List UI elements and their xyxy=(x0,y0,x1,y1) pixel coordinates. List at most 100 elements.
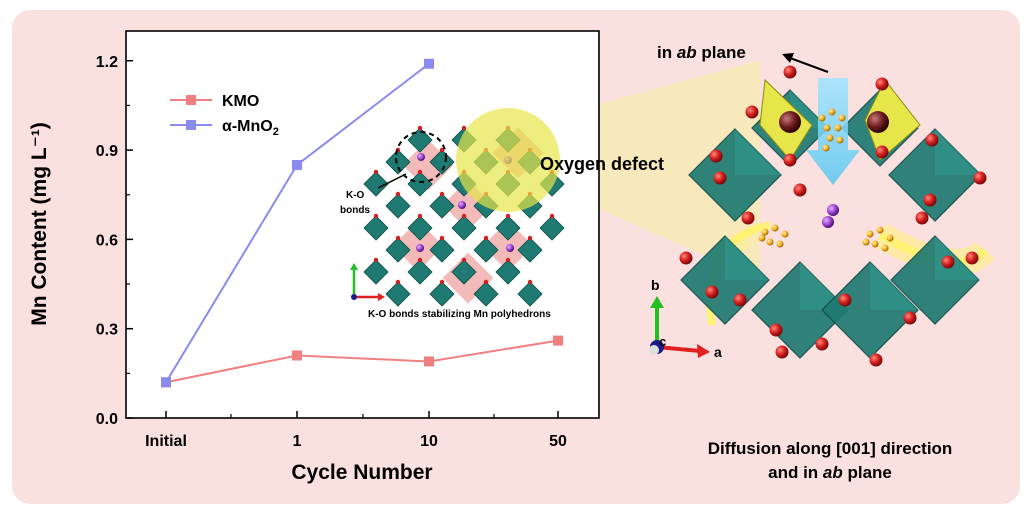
oxygen-atom xyxy=(417,213,423,219)
oxygen-atom xyxy=(713,171,727,185)
potassium-atom xyxy=(417,153,425,161)
plot-area xyxy=(125,30,600,419)
data-point xyxy=(424,58,434,69)
oxygen-atom xyxy=(505,213,511,219)
x-axis-label: Cycle Number xyxy=(291,461,432,484)
oxygen-atom xyxy=(705,285,719,299)
x-tick-label: 50 xyxy=(549,433,567,450)
octahedron xyxy=(495,259,521,285)
li-ion xyxy=(758,234,766,242)
oxygen-atom xyxy=(483,235,489,241)
oxygen-atom xyxy=(869,353,883,367)
oxygen-atom xyxy=(395,191,401,197)
oxygen-atom xyxy=(439,235,445,241)
oxygen-atom xyxy=(373,169,379,175)
structure-caption-line2: and in ab plane xyxy=(768,463,892,482)
potassium-atom xyxy=(827,204,839,216)
ab-plane-arrow xyxy=(789,57,829,73)
octahedron-facet xyxy=(935,129,981,175)
ko-bond-pointer xyxy=(377,173,407,189)
oxygen-atom xyxy=(793,183,807,197)
li-ion xyxy=(771,224,779,232)
li-ion xyxy=(871,240,879,248)
octahedron-facet xyxy=(935,236,979,280)
y-axis-ticks: 0.0 0.3 0.6 0.9 1.2 xyxy=(96,54,133,428)
x-axis-ticks: Initial 1 10 50 xyxy=(145,411,567,450)
oxygen-atom xyxy=(549,213,555,219)
li-ion xyxy=(866,230,874,238)
axis-a-label: a xyxy=(714,344,722,360)
potassium-atom xyxy=(458,201,466,209)
li-ion xyxy=(781,230,789,238)
oxygen-atom xyxy=(815,337,829,351)
li-ion xyxy=(776,240,784,248)
ko-bond-highlight xyxy=(395,131,447,183)
octahedron xyxy=(473,237,499,263)
oxygen-atom xyxy=(769,323,783,337)
structure-axis-triad xyxy=(649,296,710,358)
oxygen-atom xyxy=(783,153,797,167)
series-layer xyxy=(161,58,563,388)
legend: KMO α-MnO2 xyxy=(170,93,279,138)
defect-highlight xyxy=(456,108,560,212)
li-ion xyxy=(862,238,870,246)
data-point xyxy=(292,159,302,170)
x-tick-label: Initial xyxy=(145,433,187,450)
oxygen-atom xyxy=(373,213,379,219)
oxygen-atom xyxy=(923,193,937,207)
li-ion xyxy=(838,114,846,122)
oxygen-atom xyxy=(417,169,423,175)
structure-caption-line1: Diffusion along [001] direction xyxy=(708,439,953,458)
y-tick-label: 0.6 xyxy=(96,232,118,249)
oxygen-atom xyxy=(417,257,423,263)
data-point xyxy=(424,356,434,367)
oxygen-atom xyxy=(875,77,889,91)
legend-kmo-label: KMO xyxy=(222,93,259,110)
li-ion xyxy=(876,226,884,234)
oxygen-atom xyxy=(965,251,979,265)
octahedron xyxy=(473,281,499,307)
oxygen-atom xyxy=(461,257,467,263)
oxygen-atom xyxy=(679,251,693,265)
oxygen-atom xyxy=(417,125,423,131)
data-point xyxy=(292,350,302,361)
octahedron xyxy=(363,259,389,285)
oxygen-atom xyxy=(973,171,987,185)
octahedron xyxy=(363,171,389,197)
oxygen-atom xyxy=(439,279,445,285)
data-point xyxy=(161,377,171,388)
potassium-atom xyxy=(822,216,834,228)
axis-b-label: b xyxy=(651,277,660,293)
mn-atom xyxy=(867,111,889,133)
octahedron xyxy=(385,149,411,175)
oxygen-atom xyxy=(527,279,533,285)
oxygen-atom xyxy=(838,293,852,307)
inset-caption: K-O bonds stabilizing Mn polyhedrons xyxy=(368,309,551,320)
octahedron xyxy=(429,149,455,175)
octahedron xyxy=(495,215,521,241)
oxygen-atom xyxy=(903,311,917,325)
octahedron xyxy=(363,215,389,241)
oxygen-atom xyxy=(395,279,401,285)
octahedron xyxy=(429,237,455,263)
octahedron-facet xyxy=(870,262,918,310)
li-ion xyxy=(834,124,842,132)
octahedron xyxy=(517,237,543,263)
octahedron xyxy=(539,215,565,241)
oxygen-atom xyxy=(745,105,759,119)
oxygen-atom xyxy=(439,191,445,197)
y-tick-label: 0.9 xyxy=(96,143,118,160)
li-ion xyxy=(823,124,831,132)
legend-kmo-marker xyxy=(186,95,196,105)
oxygen-atom xyxy=(439,147,445,153)
oxygen-atom xyxy=(709,149,723,163)
li-ion xyxy=(826,134,834,142)
li-ion xyxy=(766,238,774,246)
oxygen-atom xyxy=(915,211,929,225)
octahedron xyxy=(451,215,477,241)
oxygen-atom xyxy=(941,255,955,269)
y-tick-label: 0.3 xyxy=(96,322,118,339)
li-ion xyxy=(881,244,889,252)
ko-bonds-label-2: bonds xyxy=(340,205,370,216)
oxygen-atom xyxy=(775,345,789,359)
